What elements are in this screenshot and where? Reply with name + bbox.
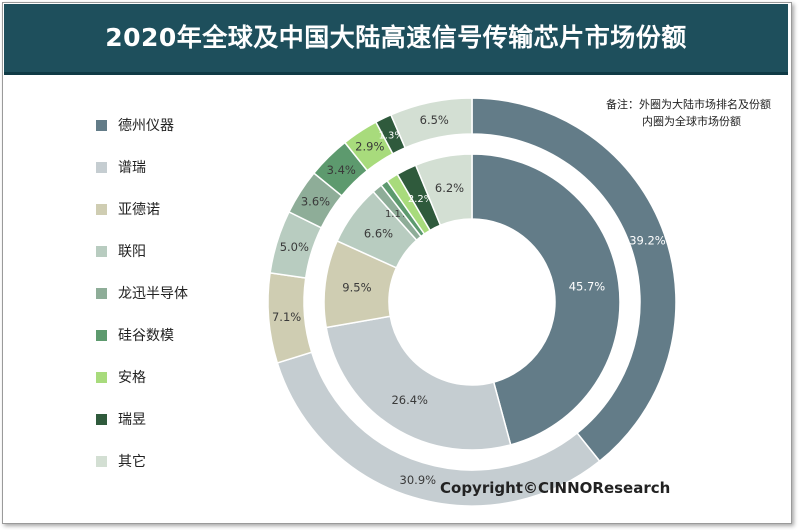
- legend-label: 龙迅半导体: [118, 286, 188, 302]
- legend-swatch: [96, 372, 107, 383]
- legend-swatch: [96, 414, 107, 425]
- legend-swatch: [96, 330, 107, 341]
- legend-label: 谱瑞: [118, 160, 146, 176]
- chart-note: 备注：外圈为大陆市场排名及份额 内圈为全球市场份额: [606, 96, 771, 130]
- chart-frame: [2, 2, 792, 524]
- chart-title: 2020年全球及中国大陆高速信号传输芯片市场份额: [105, 23, 687, 52]
- legend-label: 其它: [118, 454, 146, 470]
- legend-swatch: [96, 246, 107, 257]
- legend-label: 德州仪器: [118, 118, 174, 134]
- copyright: Copyright©CINNOResearch: [440, 479, 671, 497]
- legend-label: 瑞昱: [118, 412, 146, 428]
- legend-label: 硅谷数模: [118, 328, 174, 344]
- legend-swatch: [96, 204, 107, 215]
- note-line-outer: 备注：外圈为大陆市场排名及份额: [606, 98, 771, 111]
- legend-swatch: [96, 456, 107, 467]
- legend-label: 安格: [118, 370, 146, 386]
- legend-label: 联阳: [118, 244, 146, 260]
- legend-label: 亚德诺: [118, 202, 160, 218]
- legend-swatch: [96, 120, 107, 131]
- note-line-inner: 内圈为全球市场份额: [642, 115, 741, 128]
- legend-swatch: [96, 288, 107, 299]
- title-bar: 2020年全球及中国大陆高速信号传输芯片市场份额: [4, 4, 788, 75]
- legend-swatch: [96, 162, 107, 173]
